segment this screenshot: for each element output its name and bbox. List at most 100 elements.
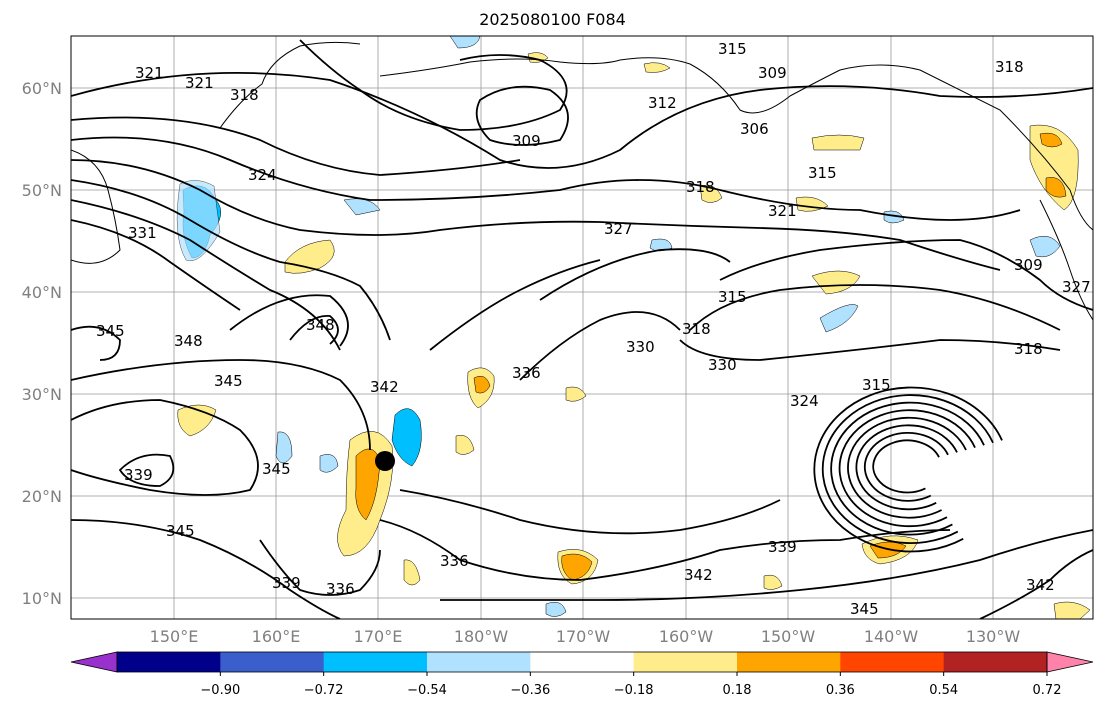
contour-line xyxy=(679,339,1061,361)
coastline-alaska xyxy=(839,64,1093,231)
contour-label: 345 xyxy=(96,322,125,340)
contour-line xyxy=(71,359,371,451)
contour-line xyxy=(475,85,569,146)
lightblue-patch xyxy=(343,198,381,216)
colorbar-segment xyxy=(633,652,738,672)
contour-label: 336 xyxy=(512,364,541,382)
colorbar-outline xyxy=(116,651,1048,673)
contour-label: 318 xyxy=(1014,340,1043,358)
contour-line xyxy=(719,239,1093,311)
colorbar-extend-high xyxy=(1046,651,1094,673)
yellow-patch xyxy=(455,435,475,455)
lightblue-patch xyxy=(275,431,293,464)
colorbar-segment xyxy=(427,652,531,672)
storm-center-marker xyxy=(375,451,395,471)
spiral-contour xyxy=(872,439,940,494)
coastline-kamchatka xyxy=(219,41,361,129)
contour-line xyxy=(71,159,1001,271)
spiral-contour xyxy=(830,401,985,536)
blue-patch xyxy=(391,408,422,467)
spiral-contour xyxy=(847,416,967,519)
contour-label: 339 xyxy=(124,466,153,484)
contour-line xyxy=(259,539,381,596)
yellow-patch xyxy=(763,574,783,590)
latitude-axis: 60°N 50°N 40°N 30°N 20°N 10°N xyxy=(22,79,62,608)
coastlines xyxy=(71,41,1093,321)
lat-tick-label: 60°N xyxy=(22,79,62,98)
contour-line xyxy=(379,519,951,581)
lon-tick-label: 130°W xyxy=(966,627,1021,646)
contour-label: 315 xyxy=(718,288,747,306)
contour-label: 318 xyxy=(995,58,1024,76)
colorbar-extend-low xyxy=(70,651,118,673)
contour-label: 339 xyxy=(768,538,797,556)
colorbar-tick-label: 0.18 xyxy=(723,683,752,698)
contour-label: 342 xyxy=(370,378,399,396)
orange-patch xyxy=(561,553,593,581)
contour-label: 309 xyxy=(758,64,787,82)
colorbar-segment xyxy=(323,652,428,672)
contour-line xyxy=(118,453,175,487)
lat-tick-label: 20°N xyxy=(22,487,62,506)
orange-patch xyxy=(1045,177,1067,198)
lightblue-patch xyxy=(819,304,859,333)
contour-line xyxy=(519,311,681,381)
lightblue-patch xyxy=(545,602,567,617)
contour-line xyxy=(71,325,121,361)
contour-line xyxy=(439,529,1093,601)
contour-label: 339 xyxy=(272,574,301,592)
contour-label: 345 xyxy=(166,522,195,540)
contour-label: 348 xyxy=(174,332,203,350)
contour-label: 330 xyxy=(708,356,737,374)
contour-label: 331 xyxy=(128,224,157,242)
contour-label: 309 xyxy=(1014,256,1043,274)
lon-tick-label: 180°W xyxy=(454,627,509,646)
yellow-patch xyxy=(643,62,671,73)
colorbar-segment xyxy=(530,652,635,672)
coastline-asia xyxy=(71,149,121,264)
contour-label: 318 xyxy=(230,86,259,104)
lon-tick-label: 170°E xyxy=(354,627,403,646)
colorbar-segment xyxy=(840,652,945,672)
contour-line xyxy=(399,489,781,535)
orange-patch xyxy=(473,376,491,394)
contour-line xyxy=(429,259,601,351)
contour-label: 321 xyxy=(135,64,164,82)
lat-tick-label: 50°N xyxy=(22,181,62,200)
contour-line xyxy=(71,519,341,619)
contour-line xyxy=(71,179,391,341)
colorbar-tick-label: −0.36 xyxy=(510,683,550,698)
contour-label: 312 xyxy=(648,94,677,112)
colorbar: −0.90 −0.72 −0.54 −0.36 −0.18 0.18 0.36 0.54 0.7… xyxy=(70,651,1094,698)
contour-label: 318 xyxy=(682,320,711,338)
lon-tick-label: 150°W xyxy=(761,627,816,646)
map-frame xyxy=(70,35,1094,620)
contour-line xyxy=(979,549,1093,619)
yellow-patch xyxy=(565,386,587,402)
colorbar-segment xyxy=(220,652,325,672)
coastline-aleutians xyxy=(619,57,841,114)
contour-line xyxy=(71,219,241,311)
colorbar-tick-label: 0.72 xyxy=(1033,683,1062,698)
colorbar-tick-label: 0.36 xyxy=(826,683,855,698)
colorbar-tick-label: −0.90 xyxy=(200,683,240,698)
contour-line xyxy=(229,294,349,347)
spiral-contour xyxy=(821,394,994,544)
contour-line xyxy=(299,39,568,131)
lon-tick-label: 170°W xyxy=(556,627,611,646)
map-title: 2025080100 F084 xyxy=(479,10,626,29)
contour-line xyxy=(71,116,521,176)
contour-spiral xyxy=(813,386,1003,553)
contour-label: 342 xyxy=(684,566,713,584)
spiral-contour xyxy=(813,386,1003,553)
contour-label: 336 xyxy=(326,580,355,598)
lat-tick-label: 10°N xyxy=(22,589,62,608)
contour-label: 324 xyxy=(790,392,819,410)
contour-label: 315 xyxy=(862,376,891,394)
lon-tick-label: 140°W xyxy=(864,627,919,646)
contour-label: 345 xyxy=(262,460,291,478)
contour-line xyxy=(71,399,259,496)
contour-label: 321 xyxy=(768,202,797,220)
contour-labels: 321 321 318 315 309 312 306 309 318 324 … xyxy=(96,40,1091,618)
contour-label: 327 xyxy=(604,220,633,238)
